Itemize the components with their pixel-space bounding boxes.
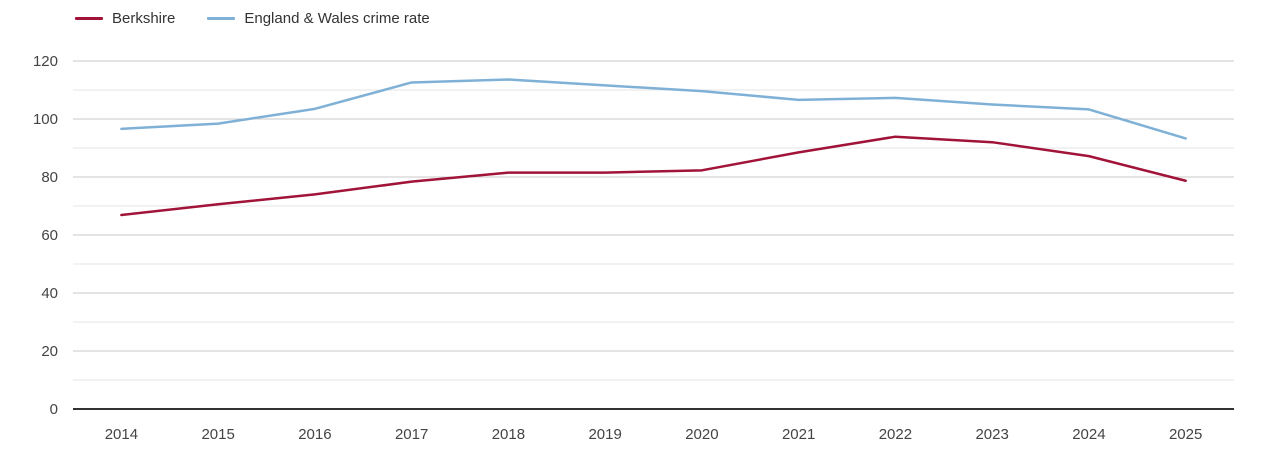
y-tick-label: 60	[41, 227, 58, 244]
x-tick-label: 2019	[588, 426, 621, 443]
berkshire-line-swatch	[75, 17, 103, 20]
y-tick-label: 100	[33, 111, 58, 128]
y-tick-label: 0	[50, 401, 58, 418]
series-line-berkshire	[120, 135, 1187, 217]
x-tick-label: 2025	[1169, 426, 1202, 443]
y-tick-label: 20	[41, 343, 58, 360]
x-tick-label: 2014	[105, 426, 138, 443]
series-line-england-wales-crime-rate	[120, 78, 1187, 140]
x-tick-label: 2023	[975, 426, 1008, 443]
x-tick-label: 2018	[492, 426, 525, 443]
england-wales-line-swatch	[207, 17, 236, 20]
x-tick-label: 2024	[1072, 426, 1105, 443]
legend-label-england-wales: England & Wales crime rate	[244, 10, 430, 27]
x-tick-label: 2015	[201, 426, 234, 443]
legend-label-berkshire: Berkshire	[112, 10, 176, 27]
x-tick-label: 2020	[685, 426, 718, 443]
legend-item-berkshire[interactable]: Berkshire	[75, 10, 175, 27]
y-tick-label: 120	[33, 53, 58, 70]
x-tick-label: 2022	[879, 426, 912, 443]
x-tick-label: 2021	[782, 426, 815, 443]
x-tick-label: 2016	[298, 426, 331, 443]
y-tick-label: 80	[41, 169, 58, 186]
legend-item-england-wales[interactable]: England & Wales crime rate	[207, 10, 430, 27]
y-tick-label: 40	[41, 285, 58, 302]
chart-legend: Berkshire England & Wales crime rate	[75, 10, 430, 27]
x-tick-label: 2017	[395, 426, 428, 443]
